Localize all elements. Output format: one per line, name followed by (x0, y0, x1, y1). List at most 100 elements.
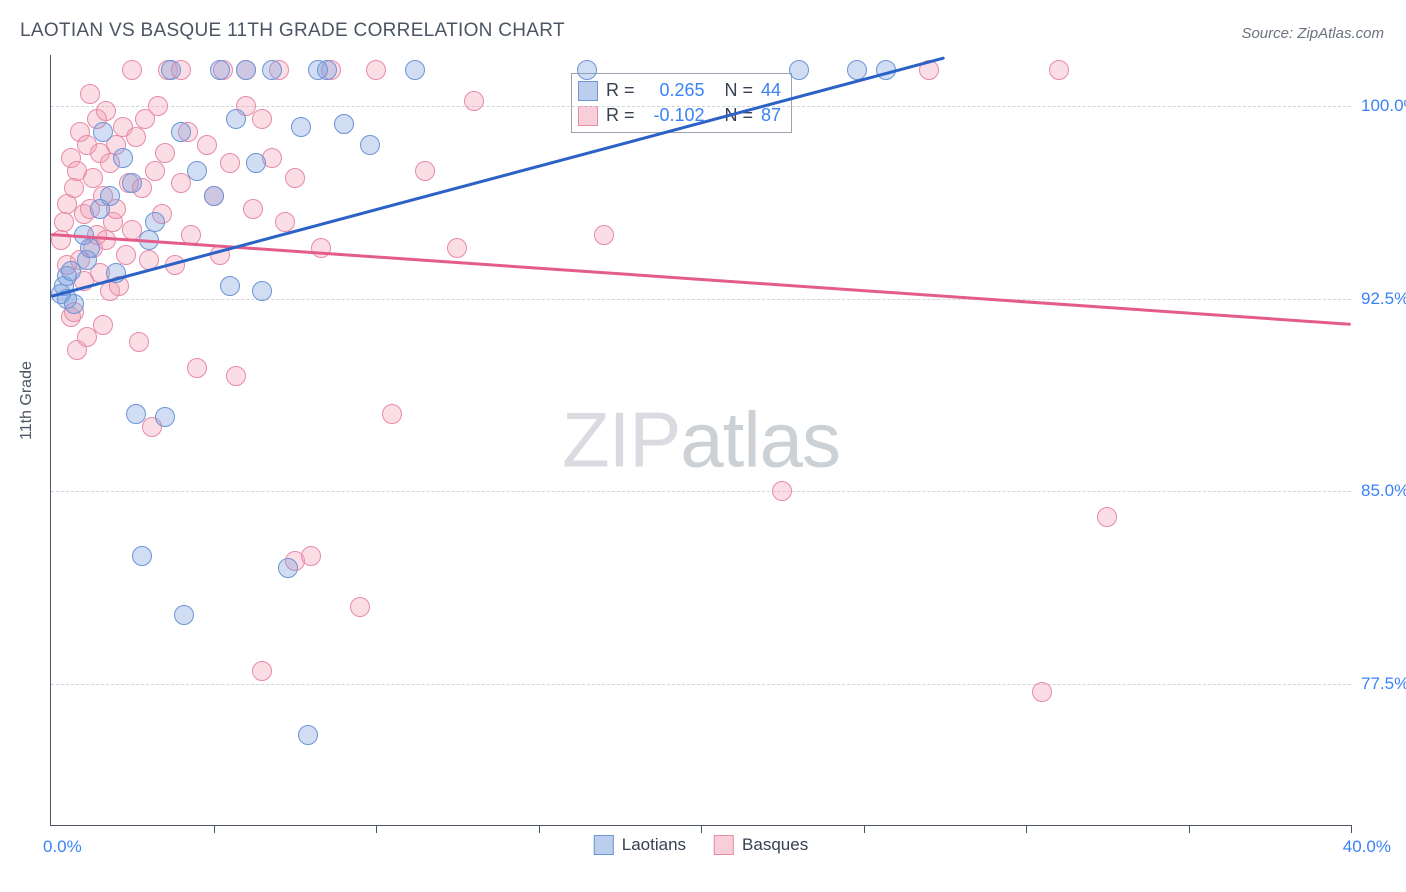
data-point-basque (350, 597, 370, 617)
data-point-laotian (126, 404, 146, 424)
data-point-basque (93, 315, 113, 335)
y-tick-label: 100.0% (1361, 96, 1406, 116)
data-point-laotian (187, 161, 207, 181)
data-point-basque (285, 168, 305, 188)
data-point-basque (145, 161, 165, 181)
data-point-basque (382, 404, 402, 424)
r-value-1: 0.265 (643, 80, 705, 101)
data-point-basque (301, 546, 321, 566)
x-tick (214, 825, 215, 833)
data-point-basque (126, 127, 146, 147)
grid-line (51, 299, 1351, 300)
n-value-2: 87 (761, 105, 781, 126)
watermark: ZIPatlas (562, 395, 840, 486)
data-point-basque (1097, 507, 1117, 527)
data-point-laotian (220, 276, 240, 296)
data-point-basque (171, 173, 191, 193)
data-point-basque (226, 366, 246, 386)
data-point-basque (122, 60, 142, 80)
data-point-laotian (317, 60, 337, 80)
r-label-1: R = (606, 80, 635, 101)
data-point-basque (1032, 682, 1052, 702)
data-point-laotian (577, 60, 597, 80)
legend-label-basques: Basques (742, 835, 808, 855)
x-tick (701, 825, 702, 833)
data-point-laotian (145, 212, 165, 232)
data-point-laotian (405, 60, 425, 80)
data-point-basque (252, 661, 272, 681)
data-point-laotian (161, 60, 181, 80)
y-axis-title: 11th Grade (18, 361, 36, 440)
legend-swatch-pink-2 (714, 835, 734, 855)
data-point-laotian (155, 407, 175, 427)
data-point-laotian (210, 60, 230, 80)
data-point-laotian (204, 186, 224, 206)
x-tick (1026, 825, 1027, 833)
data-point-laotian (334, 114, 354, 134)
data-point-basque (197, 135, 217, 155)
data-point-laotian (278, 558, 298, 578)
legend-stats-row-1: R = 0.265 N = 44 (578, 78, 781, 103)
data-point-laotian (64, 294, 84, 314)
x-tick (1189, 825, 1190, 833)
data-point-basque (220, 153, 240, 173)
data-point-laotian (171, 122, 191, 142)
data-point-laotian (174, 605, 194, 625)
data-point-laotian (298, 725, 318, 745)
data-point-basque (772, 481, 792, 501)
x-tick (1351, 825, 1352, 833)
trend-line-basques (51, 233, 1351, 326)
chart-title: LAOTIAN VS BASQUE 11TH GRADE CORRELATION… (20, 20, 565, 42)
grid-line (51, 684, 1351, 685)
n-label-1: N = (725, 80, 754, 101)
data-point-basque (54, 212, 74, 232)
x-tick (539, 825, 540, 833)
plot-area: ZIPatlas R = 0.265 N = 44 R = -0.102 N =… (50, 55, 1351, 826)
data-point-laotian (789, 60, 809, 80)
y-tick-label: 92.5% (1361, 289, 1406, 309)
legend-swatch-blue-2 (594, 835, 614, 855)
data-point-laotian (262, 60, 282, 80)
data-point-laotian (132, 546, 152, 566)
data-point-laotian (360, 135, 380, 155)
x-tick (376, 825, 377, 833)
legend-stats: R = 0.265 N = 44 R = -0.102 N = 87 (571, 73, 792, 133)
data-point-basque (96, 101, 116, 121)
source-label: Source: ZipAtlas.com (1241, 25, 1384, 42)
legend-series: Laotians Basques (594, 835, 808, 855)
data-point-basque (415, 161, 435, 181)
data-point-laotian (113, 148, 133, 168)
x-tick (864, 825, 865, 833)
legend-label-laotians: Laotians (622, 835, 686, 855)
data-point-basque (77, 327, 97, 347)
grid-line (51, 491, 1351, 492)
y-tick-label: 85.0% (1361, 481, 1406, 501)
data-point-basque (1049, 60, 1069, 80)
data-point-basque (594, 225, 614, 245)
watermark-thin: atlas (680, 396, 840, 484)
r-label-2: R = (606, 105, 635, 126)
x-axis-max-label: 40.0% (1343, 837, 1391, 857)
data-point-basque (64, 178, 84, 198)
data-point-basque (366, 60, 386, 80)
data-point-basque (116, 245, 136, 265)
data-point-laotian (80, 238, 100, 258)
data-point-laotian (122, 173, 142, 193)
data-point-laotian (100, 186, 120, 206)
data-point-laotian (252, 281, 272, 301)
data-point-laotian (226, 109, 246, 129)
data-point-laotian (236, 60, 256, 80)
y-tick-label: 77.5% (1361, 674, 1406, 694)
data-point-basque (447, 238, 467, 258)
chart-container: LAOTIAN VS BASQUE 11TH GRADE CORRELATION… (0, 0, 1406, 892)
data-point-basque (187, 358, 207, 378)
data-point-basque (129, 332, 149, 352)
legend-item-basques: Basques (714, 835, 808, 855)
data-point-basque (148, 96, 168, 116)
data-point-basque (464, 91, 484, 111)
data-point-basque (275, 212, 295, 232)
x-axis-min-label: 0.0% (43, 837, 82, 857)
legend-item-laotians: Laotians (594, 835, 686, 855)
legend-swatch-pink (578, 106, 598, 126)
data-point-basque (243, 199, 263, 219)
